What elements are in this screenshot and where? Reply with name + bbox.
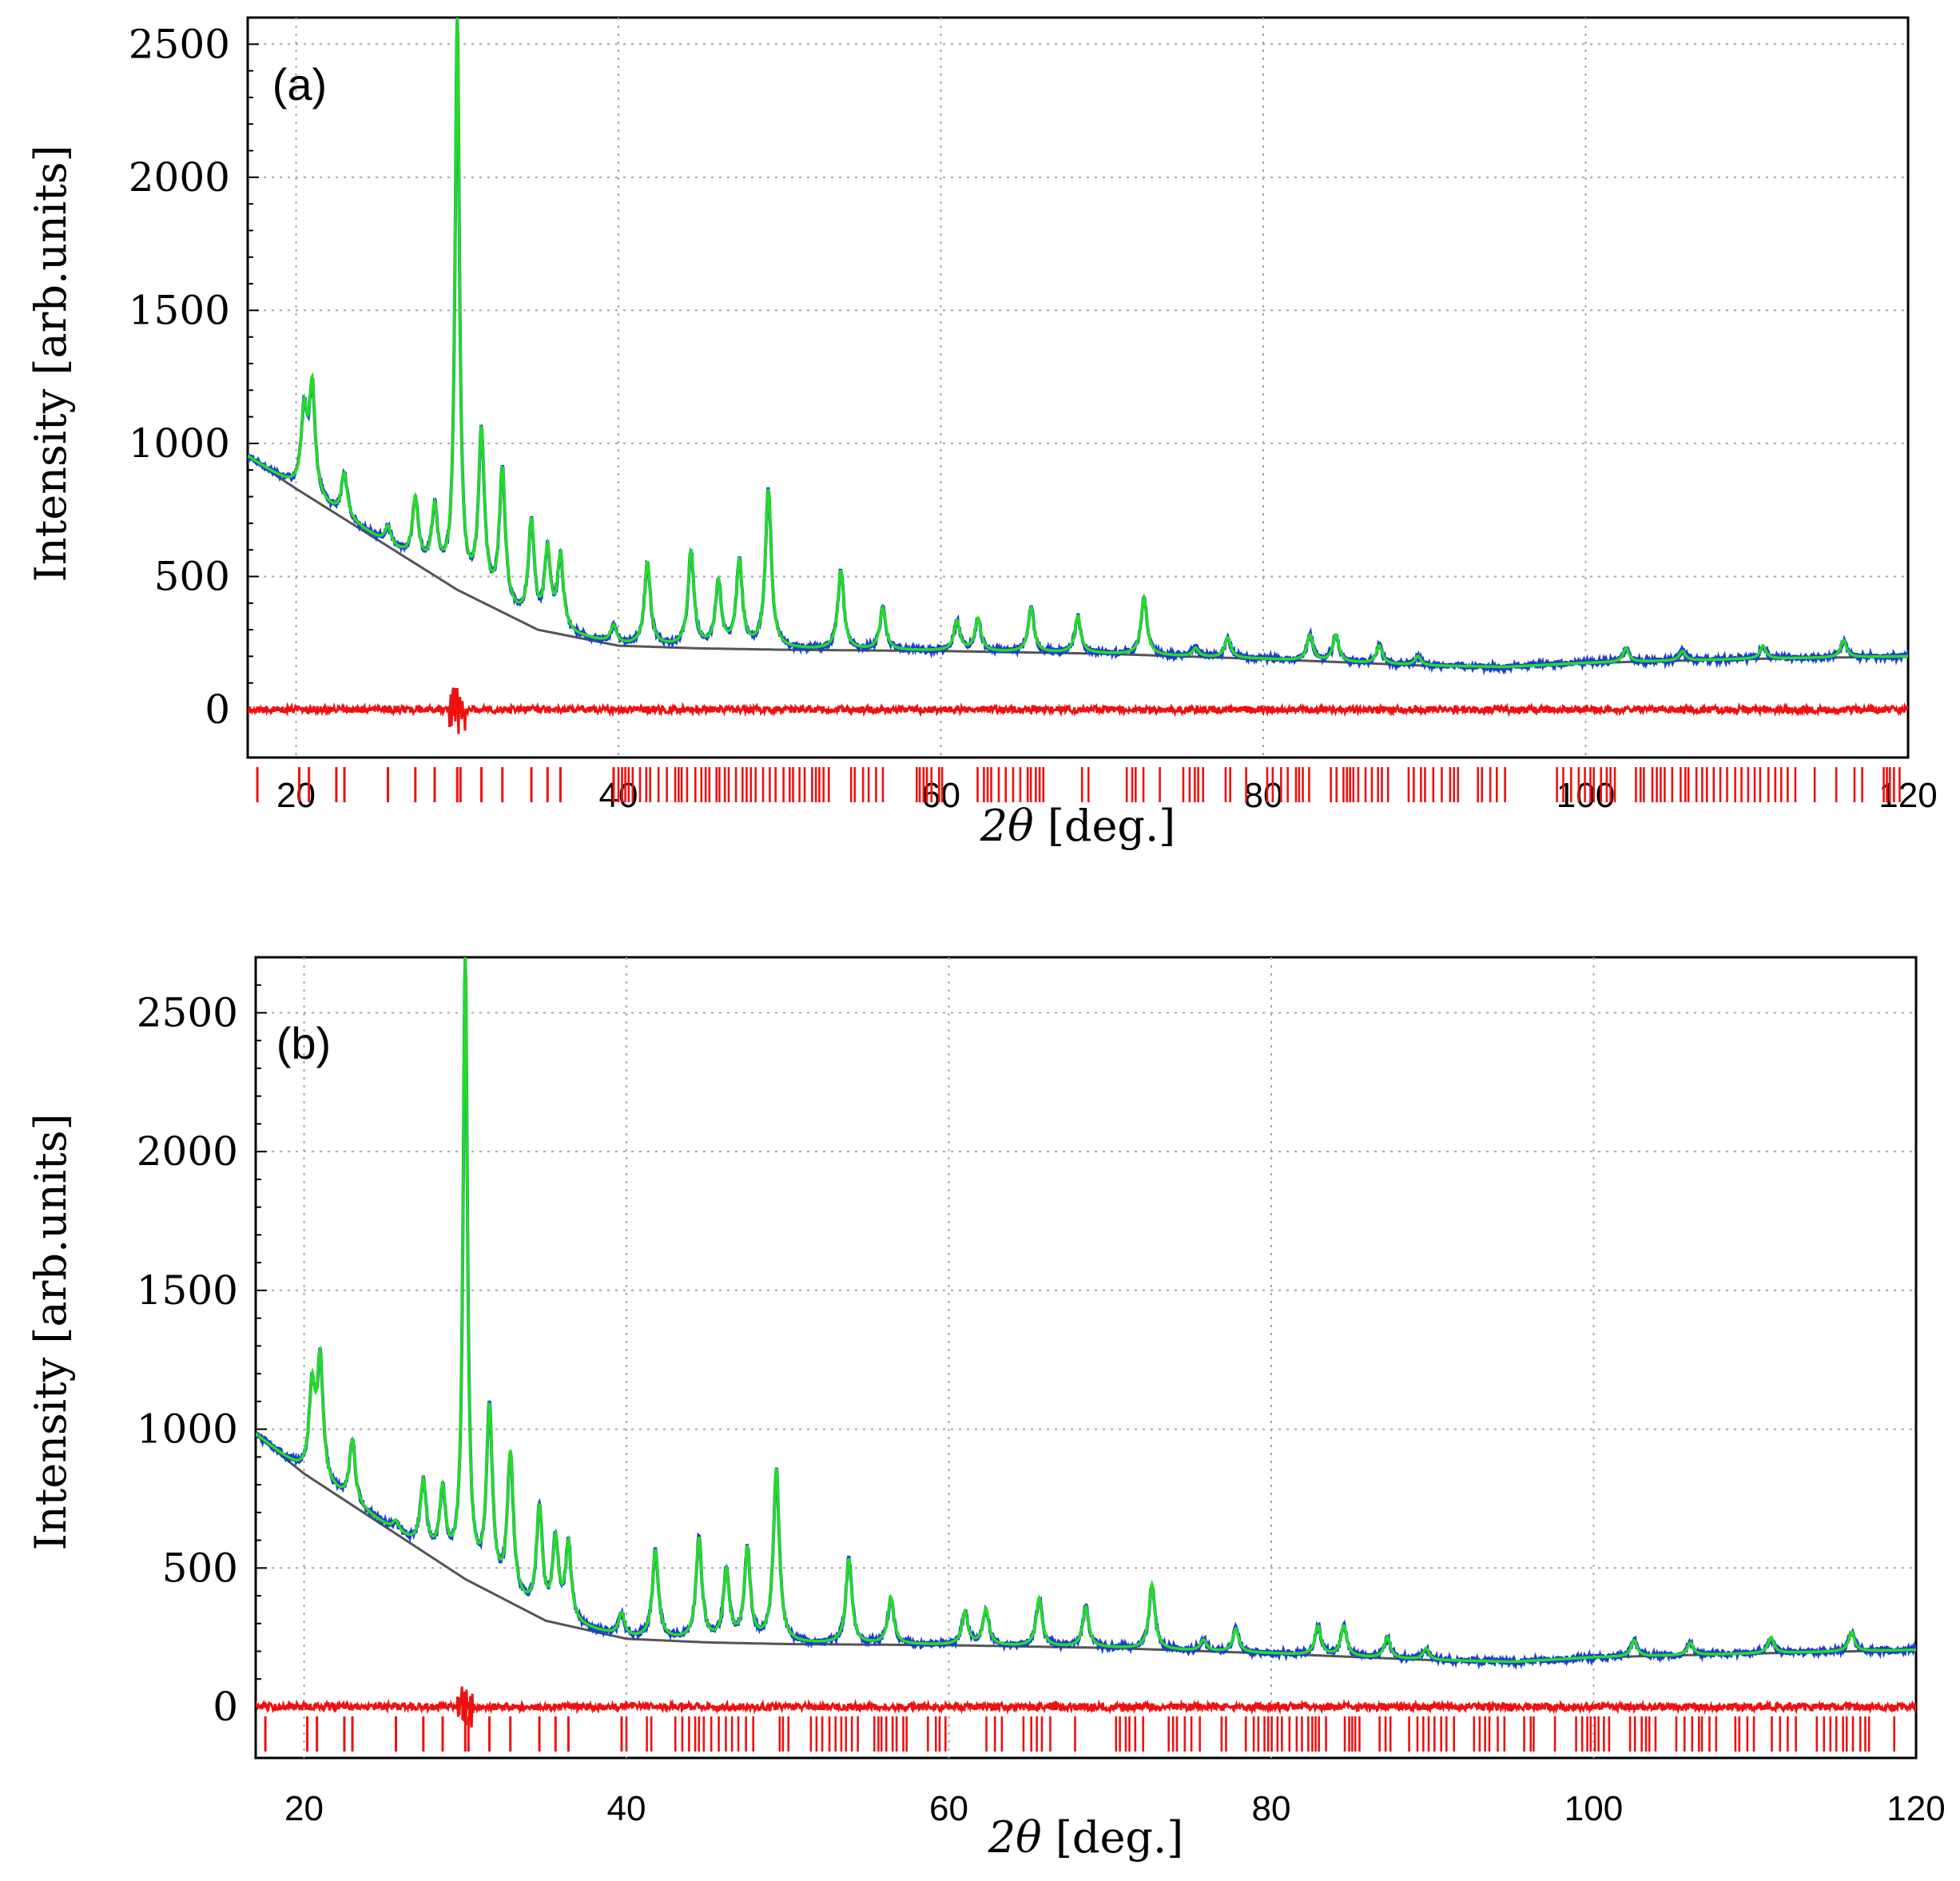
observed-curve [248,18,1908,676]
panel-b: 0 500 1000 1500 2000 2500 20 40 60 80 100 120 2θ [de… [26,956,1946,1863]
y-tick-label: 2500 [137,989,238,1036]
x-tick-label: 20 [284,1789,324,1828]
y-tick-label: 1000 [137,1406,238,1453]
x-axis-title: 2θ [deg.] [980,801,1175,851]
y-tick-label: 500 [154,553,230,599]
background-curve [248,455,1908,669]
x-tick-label: 60 [929,1789,968,1828]
x-axis-title: 2θ [deg.] [988,1812,1183,1863]
observed-curve [256,957,1916,1671]
panel-label: (a) [272,59,327,109]
y-tick-label: 0 [205,686,230,733]
x-tick-label: 120 [1878,776,1937,815]
plot-frame [246,16,1910,759]
x-axis-symbol: 2θ [980,801,1034,851]
plot-frame [254,956,1918,1760]
y-tick-label: 2000 [137,1128,238,1175]
y-axis-title: Intensity [arb.units] [26,145,76,582]
y-axis-title: Intensity [arb.units] [26,1113,76,1550]
panel-label: (b) [276,1018,331,1068]
y-tick-label: 1500 [129,287,230,333]
y-tick-label: 2000 [129,154,230,201]
reflection-markers [264,1716,1896,1752]
x-tick-label: 100 [1564,1789,1623,1828]
y-tick-label: 0 [213,1684,238,1730]
curves-group [248,18,1908,734]
difference-curve [256,1686,1916,1728]
calculated-curve [256,957,1916,1664]
x-tick-label: 40 [607,1789,646,1828]
x-axis-unit: [deg.] [1042,1812,1184,1863]
x-tick-label: 80 [1244,776,1283,815]
difference-curve [248,687,1908,734]
y-tick-label: 500 [162,1545,238,1591]
reflection-markers [256,767,1901,802]
x-tick-label: 120 [1886,1789,1945,1828]
curves-group [256,957,1916,1728]
x-axis-unit: [deg.] [1034,801,1176,851]
background-curve [256,1434,1916,1664]
x-axis-symbol: 2θ [988,1812,1042,1863]
x-tick-label: 80 [1252,1789,1291,1828]
calculated-curve [248,18,1908,669]
y-tick-label: 2500 [129,21,230,67]
y-tick-label: 1000 [129,420,230,467]
y-tick-label: 1500 [137,1267,238,1314]
